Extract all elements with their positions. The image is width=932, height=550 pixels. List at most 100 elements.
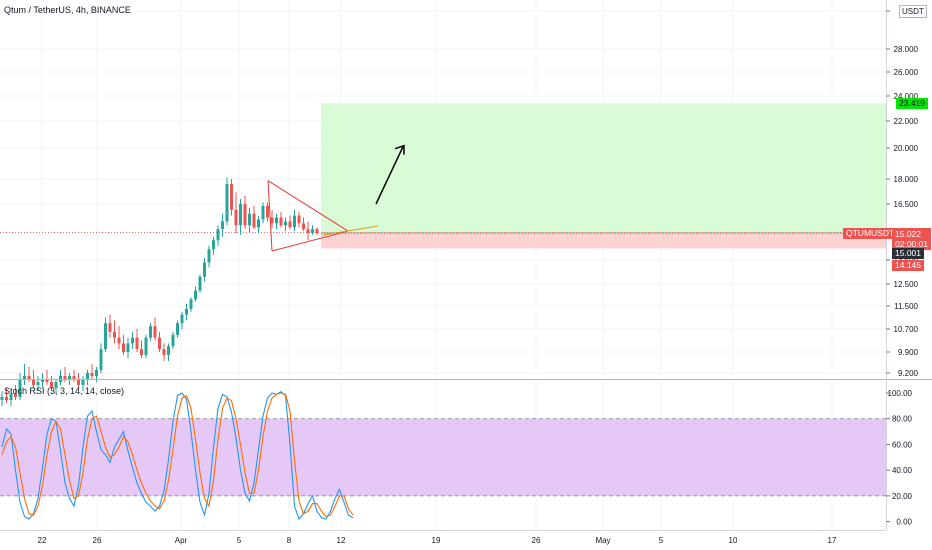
candle-body: [302, 223, 305, 230]
candle-body: [225, 184, 229, 222]
candle-body: [203, 262, 206, 277]
candle-body: [5, 397, 8, 400]
candle-body: [90, 373, 94, 376]
candle-body: [180, 314, 184, 324]
candle-body: [117, 337, 121, 344]
candle-body: [50, 382, 53, 388]
candles: [0, 177, 319, 406]
candle-body: [230, 184, 233, 210]
stoch-rsi-pane: [0, 379, 932, 521]
candle-body: [122, 343, 125, 352]
candle-body: [0, 397, 4, 400]
stoch-tick-label: 20.00: [892, 492, 913, 501]
candle-body: [63, 376, 67, 379]
candle-body: [27, 376, 31, 379]
candle-body: [153, 326, 157, 338]
time-tick-label: 26: [93, 536, 102, 545]
time-tick-label: 10: [729, 536, 738, 545]
stop-price-tag: 14.145: [892, 260, 924, 271]
stoch-tick-label: 0.00: [896, 518, 912, 527]
candle-body: [140, 349, 143, 355]
last-price-value: 15.022: [895, 229, 921, 239]
currency-label[interactable]: USDT: [899, 5, 927, 18]
price-tick-label: 28.000: [894, 45, 919, 54]
candle-body: [99, 349, 103, 370]
price-tick-label: 10.700: [894, 325, 919, 334]
profit-zone: [321, 103, 886, 233]
loss-zone: [321, 232, 886, 249]
price-tick-label: 18.000: [894, 175, 919, 184]
candle-body: [72, 376, 76, 379]
candle-body: [306, 229, 310, 233]
candle-body: [297, 215, 301, 224]
price-tick-label: 12.500: [894, 280, 919, 289]
candle-body: [198, 276, 202, 291]
time-tick-label: 19: [432, 536, 441, 545]
candle-body: [315, 229, 319, 233]
candle-body: [86, 373, 89, 379]
entry-price-tag: 15.001: [892, 248, 924, 259]
candle-body: [176, 323, 179, 335]
candle-body: [41, 379, 44, 382]
price-tick-label: 24.000: [894, 92, 919, 101]
time-tick-label: 5: [659, 536, 664, 545]
stoch-tick-label: 80.00: [892, 415, 913, 424]
triangle-lower-line: [271, 230, 349, 252]
time-tick-label: Apr: [175, 536, 188, 545]
arrow-head: [394, 144, 405, 155]
position-zones: [0, 103, 886, 249]
candle-body: [234, 209, 238, 226]
candle-body: [185, 308, 188, 315]
candle-body: [216, 229, 220, 241]
time-tick-label: 22: [38, 536, 47, 545]
candle-body: [257, 219, 260, 228]
price-tick-label: 26.000: [894, 68, 919, 77]
price-tick-label: 9.900: [898, 348, 919, 357]
candle-body: [95, 370, 98, 376]
breakout-line: [322, 225, 379, 236]
candle-body: [149, 326, 152, 338]
candle-body: [311, 229, 314, 233]
candle-body: [77, 379, 80, 385]
stoch-band: [0, 418, 886, 496]
candle-body: [284, 221, 287, 226]
time-tick-label: 17: [828, 536, 837, 545]
candle-body: [189, 299, 193, 309]
candle-body: [135, 337, 139, 350]
indicator-title: Stoch RSI (3, 3, 14, 14, close): [4, 386, 125, 396]
candle-body: [23, 376, 26, 379]
stoch-d-line: [1, 392, 354, 518]
time-tick-label: 8: [287, 536, 292, 545]
price-tick-label: 16.500: [894, 200, 919, 209]
candle-body: [113, 331, 116, 338]
price-tick-label: 9.200: [898, 369, 919, 378]
candle-body: [293, 215, 296, 228]
chart-title: Qtum / TetherUS, 4h, BINANCE: [4, 5, 131, 15]
stoch-k-line: [1, 391, 354, 521]
stoch-tick-label: 40.00: [892, 466, 913, 475]
candle-body: [18, 379, 22, 397]
candle-body: [194, 290, 197, 300]
candle-body: [68, 376, 71, 379]
target-price-tag: 23.419: [896, 98, 928, 109]
stoch-tick-label: 60.00: [892, 440, 913, 449]
candle-body: [45, 379, 49, 382]
candle-body: [81, 379, 85, 385]
candle-body: [14, 394, 17, 397]
candle-body: [167, 346, 170, 355]
stoch-tick-label: 100.00: [888, 389, 913, 398]
candle-body: [248, 213, 251, 226]
candle-body: [162, 349, 166, 355]
candle-body: [158, 337, 161, 350]
candle-body: [239, 204, 242, 226]
triangle-upper-line: [267, 180, 349, 232]
time-tick-label: May: [595, 536, 610, 545]
candle-body: [108, 323, 112, 332]
time-tick-label: 5: [237, 536, 242, 545]
arrow-shaft: [375, 146, 404, 205]
price-tick-label: 20.000: [894, 144, 919, 153]
candle-body: [221, 221, 224, 230]
candle-body: [36, 382, 40, 385]
